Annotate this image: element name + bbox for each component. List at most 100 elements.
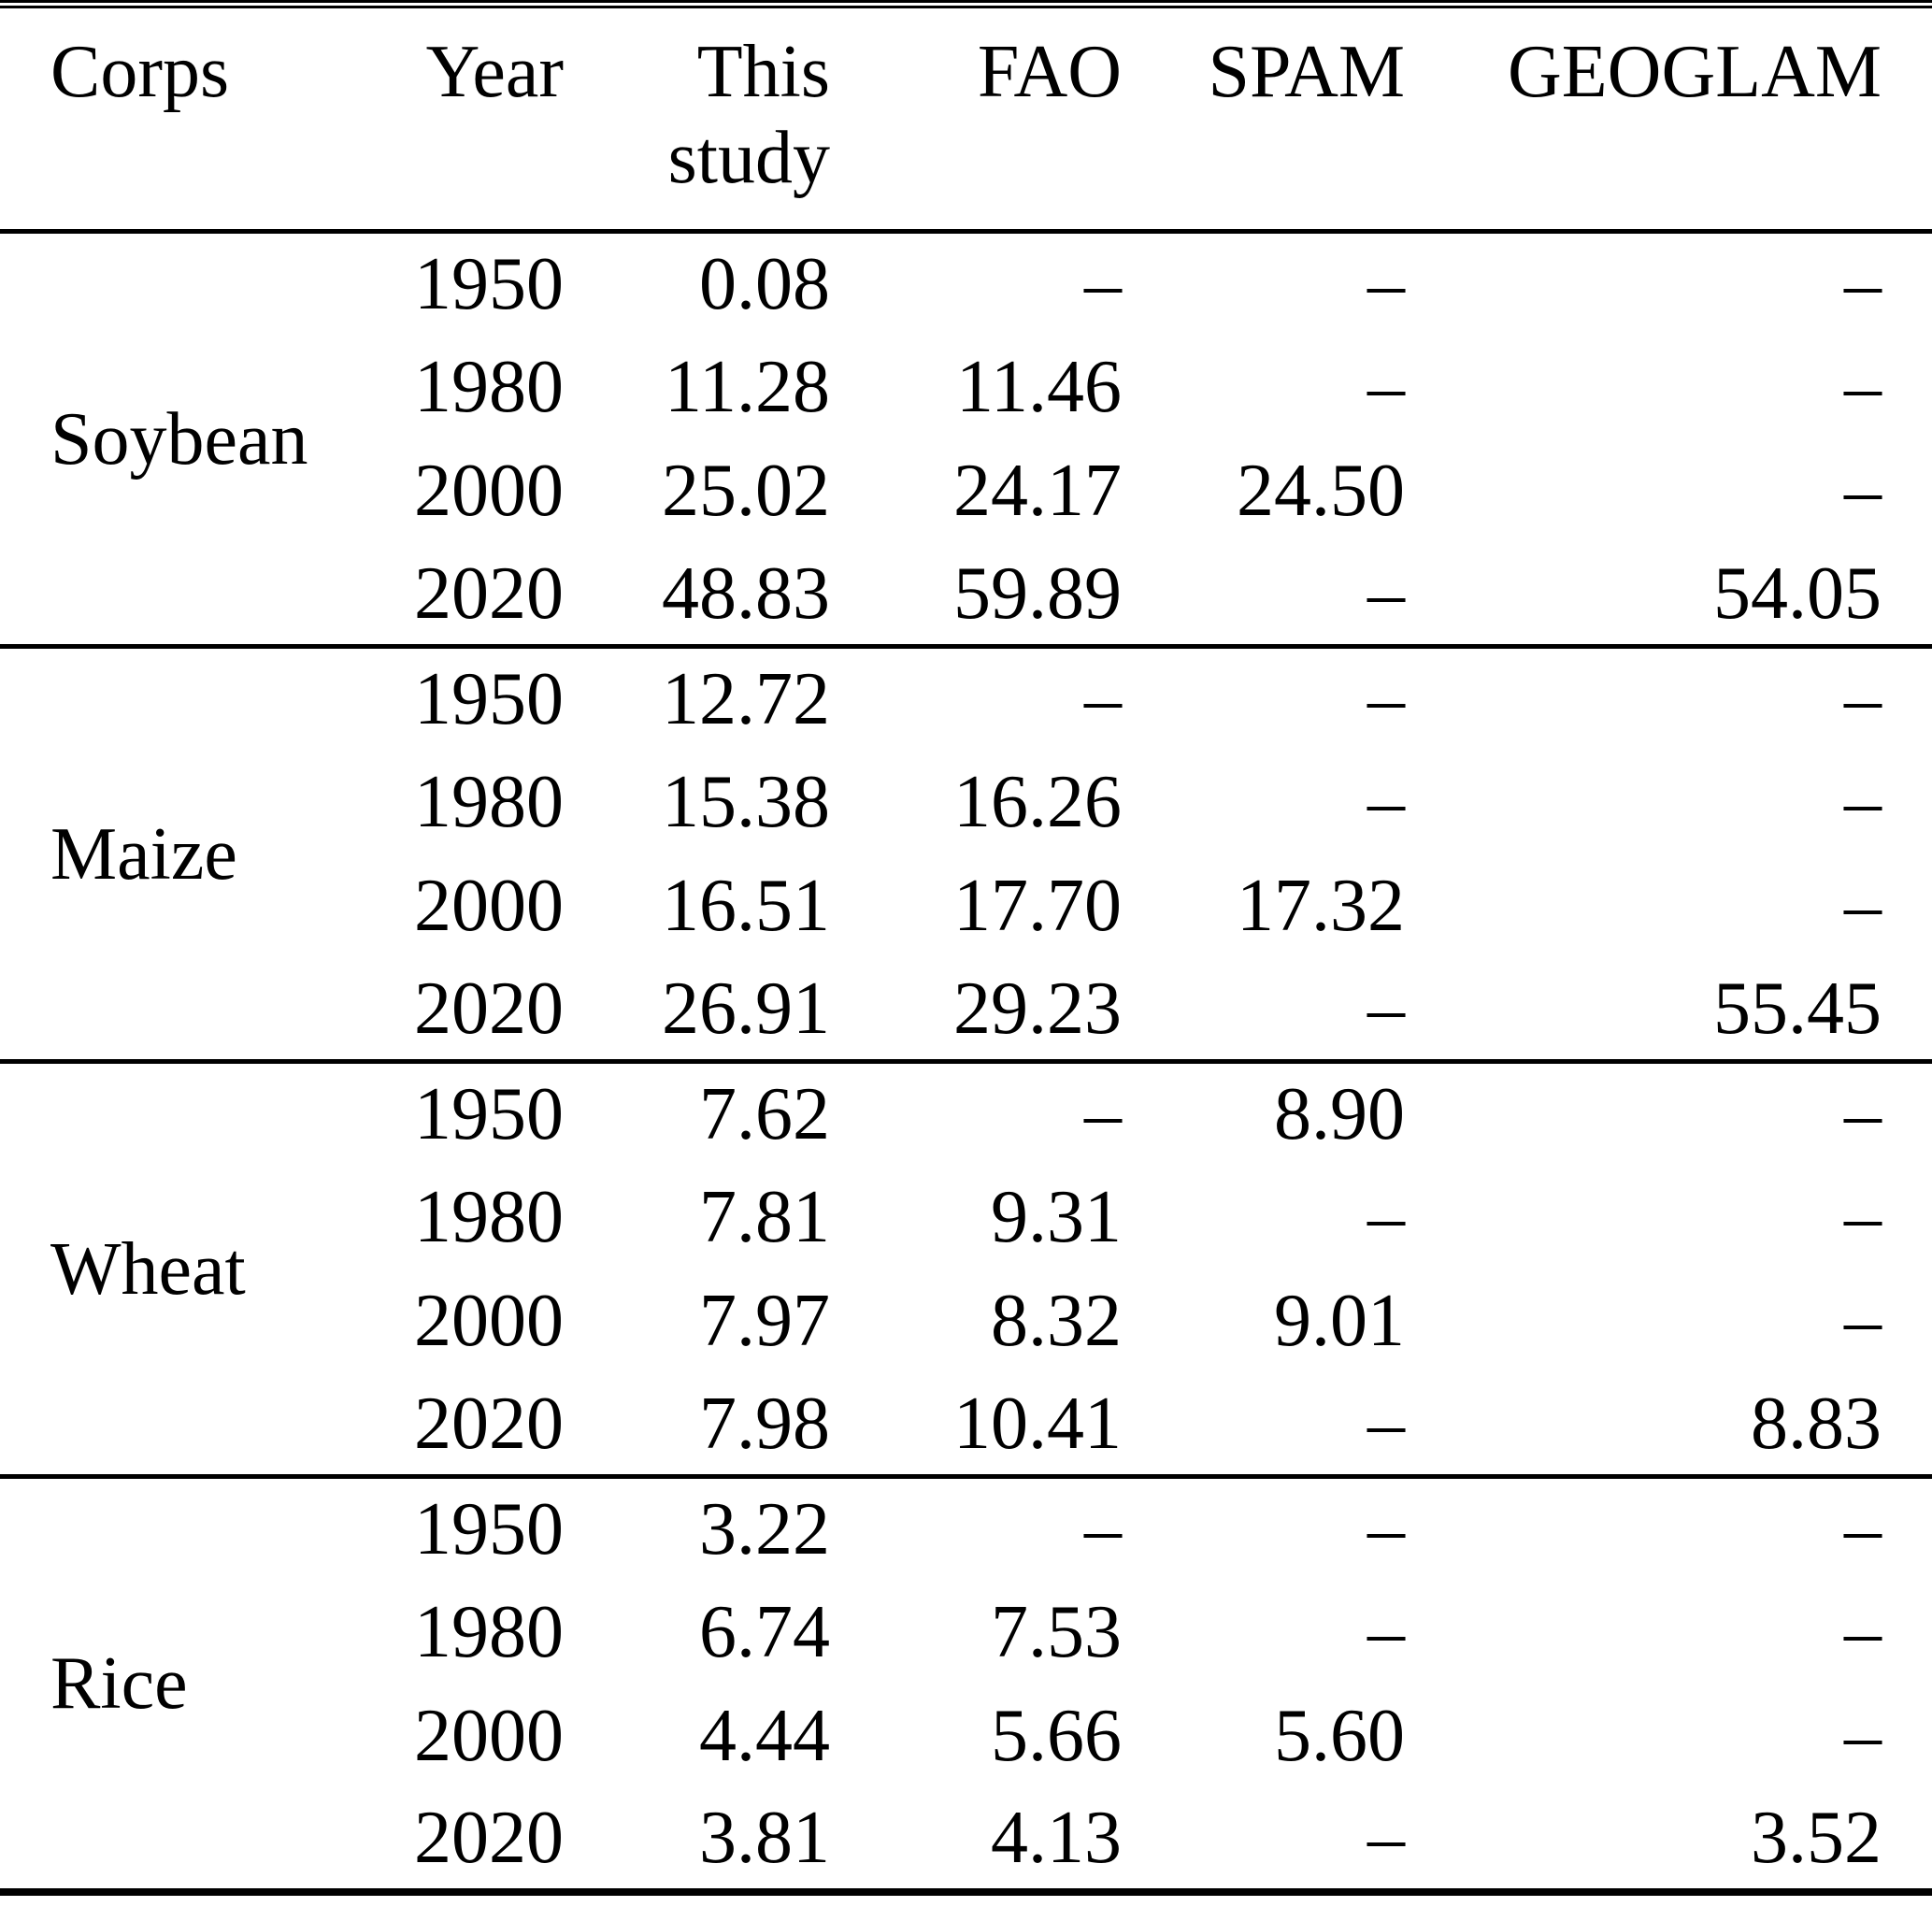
value-cell-spam: – <box>1367 1176 1405 1258</box>
value-cell-this-study: 6.74 <box>699 1591 830 1673</box>
crop-section-rice: Rice 1950 3.22 – – – 1980 6.74 7.53 – – … <box>0 1476 1932 1892</box>
value-cell-this-study: 7.97 <box>699 1280 830 1362</box>
year-cell: 1950 <box>414 1073 564 1156</box>
value-cell-geoglam: 8.83 <box>1751 1382 1882 1465</box>
value-cell-geoglam: – <box>1844 658 1882 741</box>
value-cell-geoglam: – <box>1844 1591 1882 1673</box>
year-cell: 2020 <box>414 1797 564 1879</box>
value-cell-fao: 17.70 <box>953 865 1122 947</box>
col-header-corps: Corps <box>50 31 230 113</box>
value-cell-fao: 7.53 <box>991 1591 1122 1673</box>
value-cell-spam: – <box>1367 1382 1405 1465</box>
table-row: Soybean 1950 0.08 – – – <box>0 232 1932 480</box>
value-cell-fao: 5.66 <box>991 1695 1122 1777</box>
table-row: 2000 7.97 8.32 9.01 – <box>0 1269 1932 1373</box>
value-cell-spam: – <box>1367 243 1405 326</box>
value-cell-spam: – <box>1367 1591 1405 1673</box>
table-row: 2000 25.02 24.17 24.50 – <box>0 439 1932 543</box>
table-header: Corps Year This study FAO SPAM GEOGLAM <box>0 5 1932 232</box>
year-cell: 1980 <box>414 761 564 843</box>
value-cell-this-study: 0.08 <box>699 243 830 326</box>
value-cell-spam: – <box>1367 658 1405 741</box>
crop-section-wheat: Wheat 1950 7.62 – 8.90 – 1980 7.81 9.31 … <box>0 1061 1932 1477</box>
year-cell: 1950 <box>414 1488 564 1571</box>
value-cell-geoglam: – <box>1844 761 1882 843</box>
value-cell-geoglam: – <box>1844 1176 1882 1258</box>
value-cell-spam: – <box>1367 1488 1405 1571</box>
value-cell-fao: 8.32 <box>991 1280 1122 1362</box>
value-cell-geoglam: 3.52 <box>1751 1797 1882 1879</box>
col-header-year: Year <box>425 31 564 113</box>
value-cell-this-study: 15.38 <box>662 761 830 843</box>
table-row: 1980 6.74 7.53 – – <box>0 1581 1932 1684</box>
value-cell-fao: 29.23 <box>953 967 1122 1050</box>
value-cell-this-study: 16.51 <box>662 865 830 947</box>
value-cell-fao: – <box>1084 1073 1122 1156</box>
value-cell-spam: 9.01 <box>1274 1280 1405 1362</box>
year-cell: 2000 <box>414 1280 564 1362</box>
table-row: 1980 15.38 16.26 – – <box>0 751 1932 854</box>
value-cell-this-study: 7.81 <box>699 1176 830 1258</box>
col-header-this-study-line1: This <box>696 31 830 113</box>
value-cell-this-study: 3.81 <box>699 1797 830 1879</box>
value-cell-this-study: 7.98 <box>699 1382 830 1465</box>
table-row: 2020 26.91 29.23 – 55.45 <box>0 958 1932 1062</box>
year-cell: 2000 <box>414 1695 564 1777</box>
crop-section-maize: Maize 1950 12.72 – – – 1980 15.38 16.26 … <box>0 646 1932 1062</box>
crop-label: Maize <box>50 812 237 896</box>
year-cell: 1980 <box>414 346 564 428</box>
value-cell-spam: – <box>1367 967 1405 1050</box>
col-header-spam: SPAM <box>1208 31 1405 113</box>
value-cell-this-study: 3.22 <box>699 1488 830 1571</box>
year-cell: 2020 <box>414 552 564 635</box>
col-header-this-study-line2: study <box>667 117 830 199</box>
year-cell: 2000 <box>414 865 564 947</box>
year-cell: 2020 <box>414 1382 564 1465</box>
year-cell: 1980 <box>414 1176 564 1258</box>
value-cell-this-study: 25.02 <box>662 450 830 532</box>
value-cell-geoglam: – <box>1844 865 1882 947</box>
value-cell-this-study: 26.91 <box>662 967 830 1050</box>
value-cell-fao: 9.31 <box>991 1176 1122 1258</box>
col-header-this-study: This study <box>564 5 830 232</box>
crop-label: Soybean <box>50 397 308 480</box>
value-cell-geoglam: 55.45 <box>1713 967 1882 1050</box>
table-row: 1980 7.81 9.31 – – <box>0 1166 1932 1269</box>
value-cell-geoglam: – <box>1844 450 1882 532</box>
table-row: 2020 48.83 59.89 – 54.05 <box>0 543 1932 647</box>
table-row: Maize 1950 12.72 – – – <box>0 647 1932 895</box>
value-cell-spam: 8.90 <box>1274 1073 1405 1156</box>
value-cell-this-study: 12.72 <box>662 658 830 741</box>
table-row: Wheat 1950 7.62 – 8.90 – <box>0 1062 1932 1310</box>
value-cell-fao: 59.89 <box>953 552 1122 635</box>
table-row: 2020 3.81 4.13 – 3.52 <box>0 1788 1932 1892</box>
year-cell: 1950 <box>414 243 564 326</box>
value-cell-fao: 24.17 <box>953 450 1122 532</box>
value-cell-spam: 24.50 <box>1237 450 1405 532</box>
value-cell-geoglam: – <box>1844 346 1882 428</box>
value-cell-geoglam: – <box>1844 1488 1882 1571</box>
value-cell-this-study: 4.44 <box>699 1695 830 1777</box>
table-row: Rice 1950 3.22 – – – <box>0 1477 1932 1725</box>
value-cell-geoglam: – <box>1844 1695 1882 1777</box>
value-cell-fao: 16.26 <box>953 761 1122 843</box>
crop-label: Wheat <box>50 1227 246 1311</box>
value-cell-this-study: 48.83 <box>662 552 830 635</box>
year-cell: 2000 <box>414 450 564 532</box>
crop-section-soybean: Soybean 1950 0.08 – – – 1980 11.28 11.46… <box>0 231 1932 647</box>
table-row: 2020 7.98 10.41 – 8.83 <box>0 1373 1932 1477</box>
value-cell-spam: 5.60 <box>1274 1695 1405 1777</box>
value-cell-this-study: 11.28 <box>664 346 830 428</box>
value-cell-spam: – <box>1367 761 1405 843</box>
table-row: 1980 11.28 11.46 – – <box>0 336 1932 439</box>
col-header-geoglam: GEOGLAM <box>1508 31 1882 113</box>
value-cell-geoglam: 54.05 <box>1713 552 1882 635</box>
value-cell-fao: 4.13 <box>991 1797 1122 1879</box>
table-row: 2000 4.44 5.66 5.60 – <box>0 1684 1932 1788</box>
value-cell-geoglam: – <box>1844 1280 1882 1362</box>
year-cell: 1950 <box>414 658 564 741</box>
value-cell-spam: 17.32 <box>1237 865 1405 947</box>
value-cell-fao: – <box>1084 243 1122 326</box>
value-cell-fao: – <box>1084 1488 1122 1571</box>
